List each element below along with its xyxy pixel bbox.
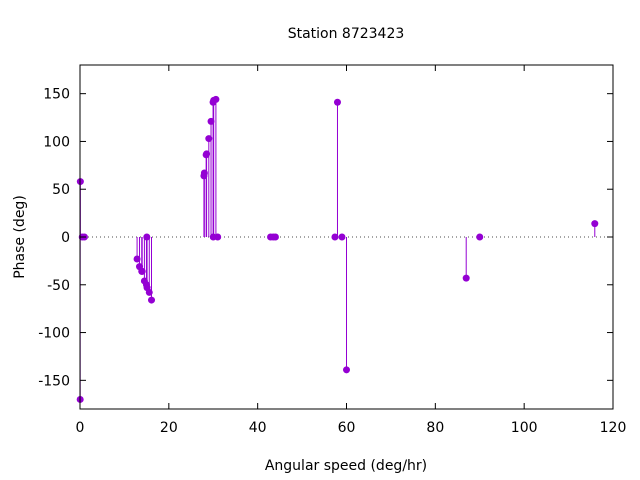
y-tick-label: -100 — [38, 326, 70, 342]
data-point — [462, 274, 470, 282]
data-point — [212, 95, 220, 103]
data-points — [76, 95, 599, 403]
data-point — [591, 220, 599, 228]
x-tick-label: 60 — [338, 420, 356, 436]
data-point — [148, 296, 156, 304]
data-point — [145, 288, 153, 296]
data-point — [338, 233, 346, 241]
data-point — [271, 233, 279, 241]
tick-labels: 0 20 40 60 80 100 120 -150 -100 -50 0 50 100 150 — [38, 87, 626, 436]
data-point — [476, 233, 484, 241]
data-point — [205, 135, 213, 143]
x-axis-label: Angular speed (deg/hr) — [265, 458, 427, 474]
y-tick-label: 50 — [52, 182, 70, 198]
data-point — [333, 98, 341, 106]
data-point — [214, 233, 222, 241]
data-point — [203, 150, 211, 158]
data-point — [133, 255, 141, 263]
data-point — [143, 233, 151, 241]
x-tick-label: 120 — [600, 420, 627, 436]
y-tick-label: 0 — [61, 230, 70, 246]
x-tick-label: 20 — [160, 420, 178, 436]
data-point — [138, 267, 146, 275]
x-tick-label: 40 — [249, 420, 267, 436]
y-tick-label: -50 — [47, 278, 70, 294]
data-point — [200, 169, 208, 177]
chart-title: Station 8723423 — [288, 26, 405, 42]
plot-frame — [79, 64, 614, 410]
data-point — [207, 117, 215, 125]
x-tick-label: 100 — [511, 420, 538, 436]
y-tick-label: 150 — [43, 87, 70, 103]
x-tick-label: 0 — [76, 420, 85, 436]
data-point — [343, 366, 350, 374]
y-tick-label: -150 — [38, 373, 70, 389]
y-axis-label: Phase (deg) — [12, 195, 28, 279]
data-point — [331, 233, 339, 241]
x-tick-label: 80 — [426, 420, 444, 436]
y-tick-label: 100 — [43, 134, 70, 150]
